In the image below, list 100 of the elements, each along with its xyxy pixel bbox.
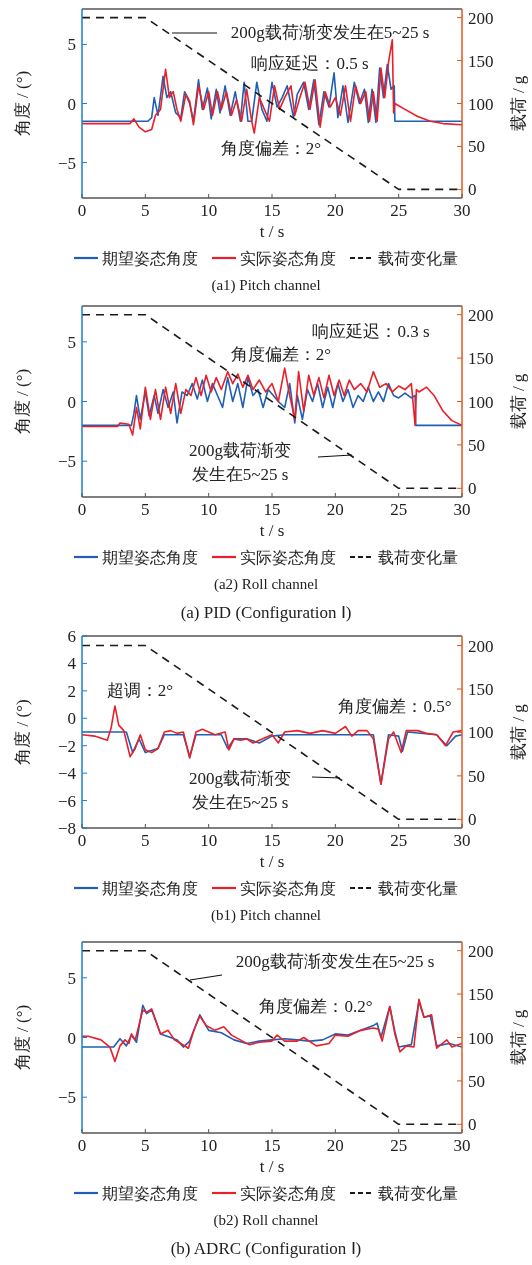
text: (a2) Roll channel: [213, 576, 319, 593]
y2-tick-label: 100: [468, 94, 494, 114]
legend-label: 实际姿态角度: [240, 1185, 336, 1202]
y-tick-label: −5: [57, 452, 76, 472]
y-axis-title: 角度 / (°): [13, 1004, 32, 1071]
legend-label: 期望姿态角度: [102, 1185, 198, 1202]
y2-tick-label: 150: [468, 349, 494, 369]
y-tick-label: 0: [67, 1028, 76, 1048]
y2-tick-label: 150: [468, 985, 494, 1005]
annotation: 200g载荷渐变: [189, 769, 291, 788]
y-tick-label: 6: [67, 627, 76, 646]
y2-tick-label: 100: [468, 723, 494, 743]
y-tick-label: −2: [57, 736, 76, 756]
x-tick-label: 10: [200, 1136, 218, 1155]
annotation: 角度偏差：2°: [220, 139, 322, 158]
y2-tick-label: 200: [468, 305, 494, 325]
y-tick-label: 5: [67, 968, 76, 988]
text: (b) ADRC (Configuration Ⅰ): [170, 1239, 362, 1258]
annotation: 200g载荷渐变发生在5~25 s: [230, 23, 430, 42]
x-tick-label: 30: [453, 831, 471, 850]
y-axis-title: 角度 / (°): [13, 70, 32, 137]
y2-tick-label: 200: [468, 636, 494, 656]
y-tick-label: 4: [67, 654, 77, 674]
text: (b1) Pitch channel: [211, 907, 321, 924]
x-tick-label: 20: [326, 500, 344, 519]
x-axis-title: t / s: [259, 1157, 285, 1176]
x-tick-label: 30: [453, 1136, 471, 1155]
y2-tick-label: 0: [468, 180, 477, 200]
annotation: 200g载荷渐变发生在5~25 s: [235, 952, 435, 971]
legend-label: 实际姿态角度: [240, 549, 336, 566]
legend-label: 期望姿态角度: [102, 549, 198, 566]
y2-tick-label: 0: [468, 479, 477, 499]
y-tick-label: 5: [67, 332, 76, 352]
annotation: 角度偏差：0.2°: [259, 997, 373, 1016]
y2-axis-title: 载荷 / g: [509, 703, 528, 760]
annotation: 发生在5~25 s: [191, 465, 289, 484]
legend-label: 期望姿态角度: [102, 250, 198, 267]
y2-tick-label: 150: [468, 51, 494, 71]
x-tick-label: 10: [200, 201, 218, 220]
y-tick-label: 0: [67, 392, 76, 412]
text: (b2) Roll channel: [213, 1212, 319, 1229]
y-tick-label: 0: [67, 94, 76, 114]
y2-tick-label: 200: [468, 941, 494, 961]
line-series: [82, 998, 462, 1063]
x-tick-label: 5: [141, 201, 150, 220]
y2-axis-title: 载荷 / g: [509, 373, 528, 430]
y2-tick-label: 50: [468, 137, 485, 157]
y-tick-label: −8: [57, 819, 76, 838]
x-tick-label: 5: [141, 831, 150, 850]
y2-tick-label: 100: [468, 1028, 494, 1048]
text: (a1) Pitch channel: [211, 277, 321, 294]
y2-tick-label: 100: [468, 392, 494, 412]
annotation: 角度偏差：2°: [230, 345, 332, 364]
x-tick-label: 25: [390, 201, 408, 220]
annotation: 200g载荷渐变: [189, 441, 291, 460]
y-tick-label: 2: [67, 681, 76, 701]
x-axis-title: t / s: [259, 521, 285, 540]
y2-axis-title: 载荷 / g: [509, 1009, 528, 1066]
annotation: 角度偏差：0.5°: [338, 697, 452, 716]
annotation: 响应延迟：0.5 s: [251, 54, 369, 73]
x-tick-label: 30: [453, 500, 471, 519]
y-axis-title: 角度 / (°): [13, 699, 32, 765]
x-axis-title: t / s: [259, 222, 285, 241]
x-tick-label: 20: [326, 831, 344, 850]
annotation: 响应延迟：0.3 s: [312, 322, 430, 341]
x-tick-label: 10: [200, 831, 218, 850]
line-series: [82, 367, 462, 436]
y2-tick-label: 150: [468, 680, 494, 699]
y-tick-label: −5: [57, 153, 76, 173]
y-tick-label: −5: [57, 1088, 76, 1108]
x-tick-label: 15: [263, 201, 281, 220]
legend-label: 实际姿态角度: [240, 880, 336, 897]
x-tick-label: 25: [390, 500, 408, 519]
legend-label: 实际姿态角度: [240, 250, 336, 267]
x-tick-label: 15: [263, 500, 281, 519]
y-tick-label: −4: [57, 764, 77, 784]
line-series: [82, 376, 462, 427]
legend-label: 载荷变化量: [378, 250, 458, 267]
y2-tick-label: 0: [468, 810, 477, 830]
y2-tick-label: 200: [468, 8, 494, 28]
y-axis-title: 角度 / (°): [13, 368, 32, 435]
legend-label: 载荷变化量: [378, 880, 458, 897]
x-tick-label: 20: [326, 201, 344, 220]
x-tick-label: 5: [141, 500, 150, 519]
y2-tick-label: 50: [468, 435, 485, 455]
x-tick-label: 30: [453, 201, 471, 220]
y-tick-label: 5: [67, 35, 76, 55]
x-tick-label: 5: [141, 1136, 150, 1155]
x-tick-label: 25: [390, 1136, 408, 1155]
x-axis-title: t / s: [259, 852, 285, 871]
y2-tick-label: 0: [468, 1115, 477, 1135]
y-tick-label: 0: [67, 709, 76, 729]
y2-axis-title: 载荷 / g: [509, 75, 528, 132]
x-tick-label: 20: [326, 1136, 344, 1155]
x-tick-label: 15: [263, 1136, 281, 1155]
x-tick-label: 15: [263, 831, 281, 850]
legend-label: 载荷变化量: [378, 1185, 458, 1202]
y2-tick-label: 50: [468, 766, 485, 786]
legend-label: 载荷变化量: [378, 549, 458, 566]
annotation: 超调：2°: [106, 681, 174, 700]
